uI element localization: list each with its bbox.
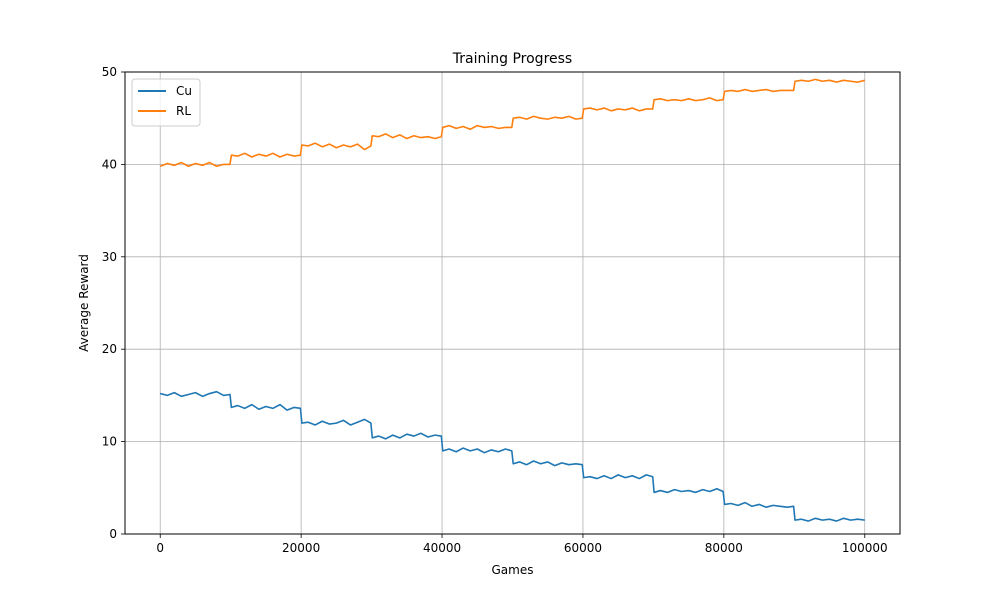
y-axis-label: Average Reward <box>77 254 91 352</box>
axis-ticks: 0 20000 40000 60000 80000 100000 0 10 20 30 40 50 <box>102 65 888 555</box>
x-tick-label: 60000 <box>564 541 602 555</box>
plot-frame <box>124 71 901 535</box>
x-tick-label: 80000 <box>705 541 743 555</box>
series-line-rl <box>159 78 865 168</box>
x-tick-label: 40000 <box>423 541 461 555</box>
series-lines <box>159 78 865 522</box>
series-line-cu <box>160 390 865 522</box>
legend-label-cu: Cu <box>176 84 192 98</box>
y-tick-label: 50 <box>102 65 117 79</box>
y-tick-label: 40 <box>102 157 117 171</box>
y-tick-label: 10 <box>102 435 117 449</box>
y-tick-label: 0 <box>109 527 117 541</box>
y-tick-label: 30 <box>102 250 117 264</box>
x-tick-label: 0 <box>156 541 164 555</box>
y-tick-label: 20 <box>102 342 117 356</box>
chart-title: Training Progress <box>452 51 572 67</box>
x-tick-label: 20000 <box>282 541 320 555</box>
x-tick-label: 100000 <box>842 541 888 555</box>
legend-label-rl: RL <box>176 104 191 118</box>
legend: Cu RL <box>131 78 201 127</box>
x-axis-label: Games <box>492 563 534 577</box>
